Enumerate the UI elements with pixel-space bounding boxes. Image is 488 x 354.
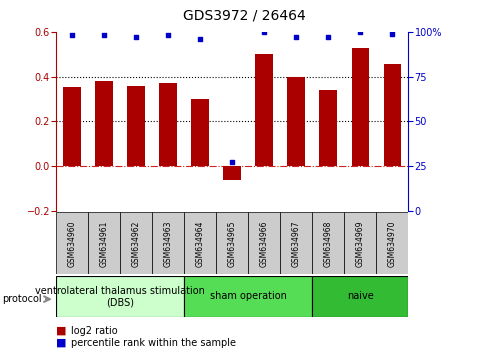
Text: GSM634967: GSM634967 (291, 220, 300, 267)
Point (100, 33, 108, 38)
FancyBboxPatch shape (248, 212, 280, 274)
Text: log2 ratio: log2 ratio (71, 326, 117, 336)
Bar (319, 90, 336, 166)
Text: ■: ■ (56, 326, 66, 336)
Point (356, 29, 364, 35)
Bar (255, 54, 272, 166)
Bar (95, 81, 113, 166)
FancyBboxPatch shape (88, 212, 120, 274)
Point (387, 31, 395, 36)
FancyBboxPatch shape (312, 212, 344, 274)
FancyBboxPatch shape (120, 212, 152, 274)
Text: sham operation: sham operation (209, 291, 286, 302)
Text: ■: ■ (56, 338, 66, 348)
Text: GSM634963: GSM634963 (163, 220, 172, 267)
Text: GSM634962: GSM634962 (131, 220, 141, 267)
FancyBboxPatch shape (152, 212, 184, 274)
Point (132, 34, 140, 40)
Point (164, 33, 172, 38)
Point (260, 29, 267, 35)
Text: naive: naive (346, 291, 373, 302)
Text: GSM634969: GSM634969 (355, 220, 364, 267)
Point (292, 34, 300, 40)
Bar (63, 87, 81, 166)
Bar (287, 76, 305, 166)
Text: protocol: protocol (2, 294, 42, 304)
FancyBboxPatch shape (344, 212, 376, 274)
FancyBboxPatch shape (216, 212, 248, 274)
Point (68, 33, 76, 38)
Bar (351, 47, 368, 166)
FancyBboxPatch shape (56, 276, 184, 317)
Text: GSM634968: GSM634968 (323, 220, 332, 267)
FancyBboxPatch shape (312, 276, 407, 317)
FancyBboxPatch shape (280, 212, 312, 274)
FancyBboxPatch shape (376, 212, 407, 274)
Bar (223, 166, 241, 181)
Text: GSM634970: GSM634970 (387, 220, 396, 267)
Text: percentile rank within the sample: percentile rank within the sample (71, 338, 235, 348)
Bar (127, 86, 145, 166)
Point (324, 34, 331, 40)
FancyBboxPatch shape (56, 212, 88, 274)
Bar (383, 64, 400, 166)
Point (196, 36, 204, 42)
Text: GSM634966: GSM634966 (259, 220, 268, 267)
Point (228, 160, 236, 165)
Text: GDS3972 / 26464: GDS3972 / 26464 (183, 9, 305, 23)
FancyBboxPatch shape (184, 276, 312, 317)
Text: GSM634964: GSM634964 (195, 220, 204, 267)
Text: GSM634960: GSM634960 (68, 220, 77, 267)
FancyBboxPatch shape (184, 212, 216, 274)
Text: ventrolateral thalamus stimulation
(DBS): ventrolateral thalamus stimulation (DBS) (35, 286, 205, 307)
Bar (159, 83, 177, 166)
Bar (191, 99, 209, 166)
Text: GSM634965: GSM634965 (227, 220, 236, 267)
Text: GSM634961: GSM634961 (100, 220, 108, 267)
